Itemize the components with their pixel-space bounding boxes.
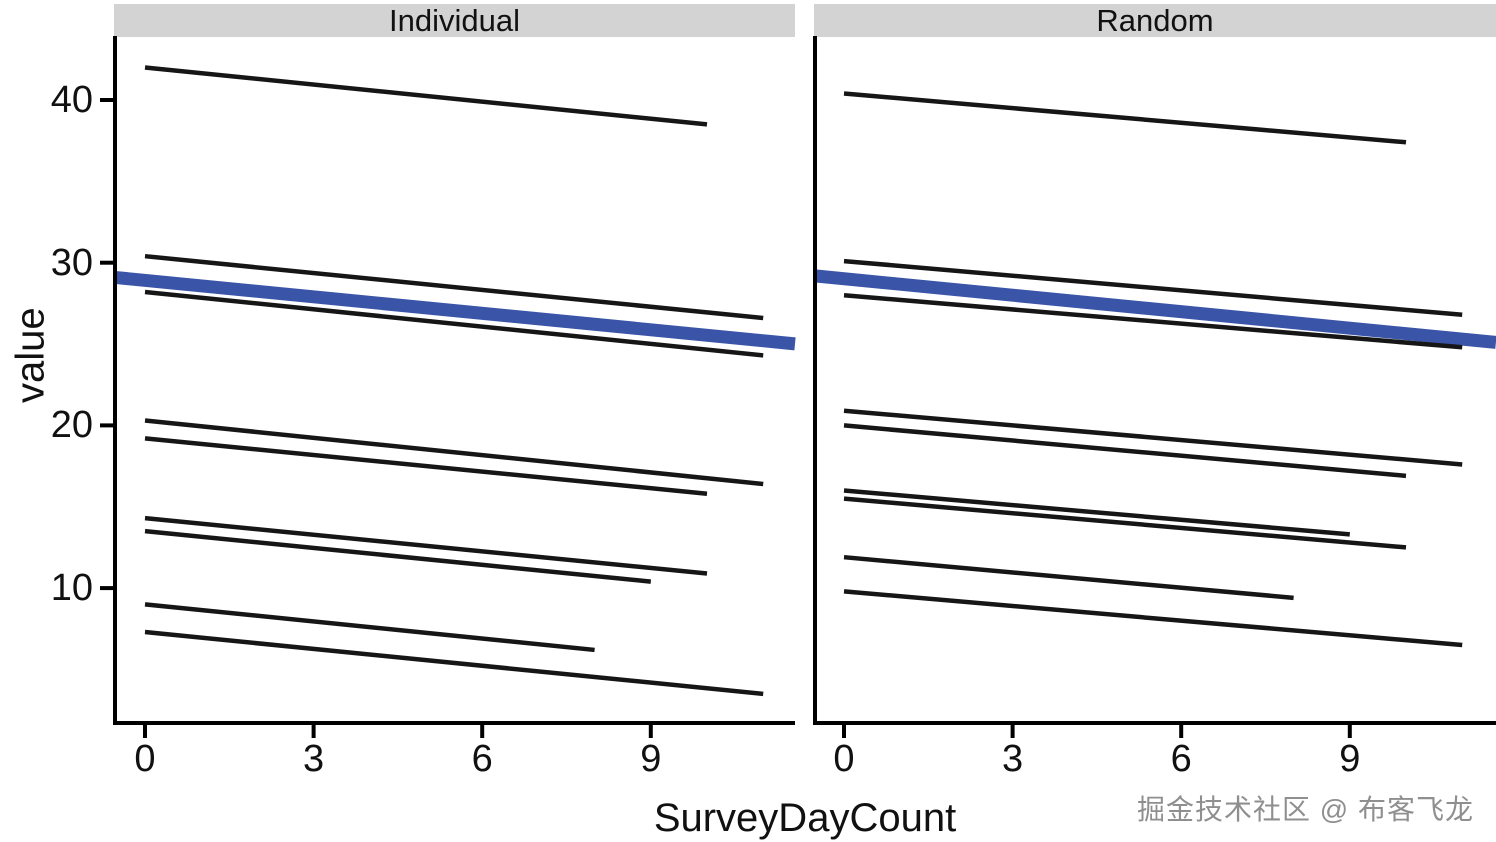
x-tick-label: 0 (134, 738, 156, 780)
facet-strip-random: Random (814, 4, 1496, 37)
y-axis-title: value (8, 307, 53, 403)
facet-strip-random-label: Random (1096, 3, 1214, 38)
x-tick-label: 0 (833, 738, 855, 780)
x-tick-label: 3 (303, 738, 325, 780)
x-tick-label: 9 (640, 738, 662, 780)
subject-line (843, 589, 1463, 648)
subject-line (843, 408, 1463, 467)
subject-line (144, 528, 652, 584)
subject-line (843, 423, 1407, 479)
subject-line (843, 258, 1463, 318)
x-tick-label: 6 (471, 738, 493, 780)
x-tick-label: 6 (1170, 738, 1192, 780)
subject-line (144, 629, 764, 697)
y-tick-label: 30 (50, 241, 93, 284)
overall-trend-line (814, 269, 1496, 349)
subject-line (144, 602, 595, 653)
subject-line (843, 292, 1463, 350)
facet-strip-individual: Individual (114, 4, 795, 37)
subject-line (843, 496, 1407, 550)
subject-line (144, 418, 764, 487)
overall-trend-line (114, 270, 796, 351)
watermark: 掘金技术社区 @ 布客飞龙 (1137, 794, 1474, 825)
x-tick-label: 3 (1002, 738, 1024, 780)
subject-line (144, 515, 708, 576)
subject-line (843, 554, 1294, 601)
subject-line (144, 65, 708, 127)
x-axis-title: SurveyDayCount (653, 796, 957, 840)
y-tick-label: 10 (50, 567, 93, 610)
y-tick-label: 40 (50, 79, 93, 121)
subject-line (144, 436, 708, 496)
y-tick-label: 20 (50, 404, 93, 447)
subject-line (843, 91, 1407, 145)
facet-strip-individual-label: Individual (389, 3, 520, 38)
subject-line (843, 488, 1350, 537)
subject-line (144, 289, 764, 358)
x-tick-label: 9 (1339, 738, 1361, 780)
subject-line (144, 253, 764, 321)
